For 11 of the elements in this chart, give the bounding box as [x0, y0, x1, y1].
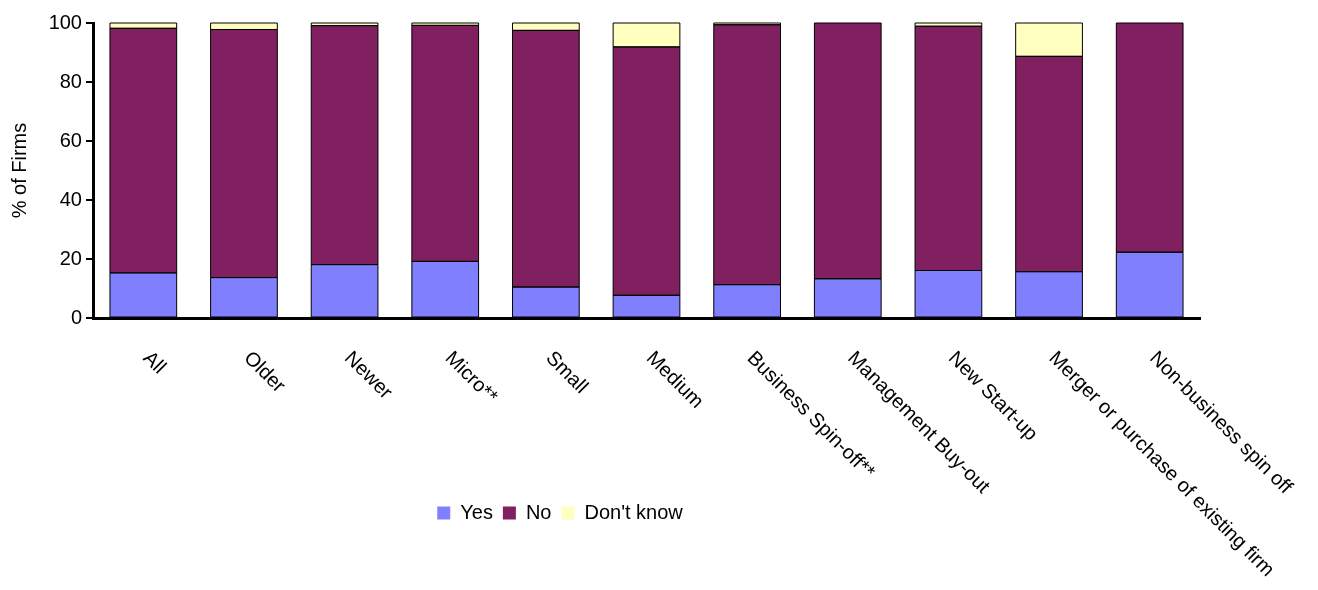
y-axis-title: % of Firms [7, 122, 30, 219]
y-tick-label: 60 [59, 128, 82, 151]
y-tick-label: 80 [59, 69, 82, 92]
x-tick-label: All [139, 346, 171, 378]
legend-label: No [525, 500, 552, 523]
legend-label: Don't know [584, 500, 684, 523]
y-tick-label: 20 [59, 246, 82, 269]
y-tick-label: 0 [70, 305, 82, 328]
y-tick-label: 100 [48, 10, 82, 33]
y-tick-label: 40 [59, 187, 82, 210]
legend-label: Yes [460, 500, 493, 523]
